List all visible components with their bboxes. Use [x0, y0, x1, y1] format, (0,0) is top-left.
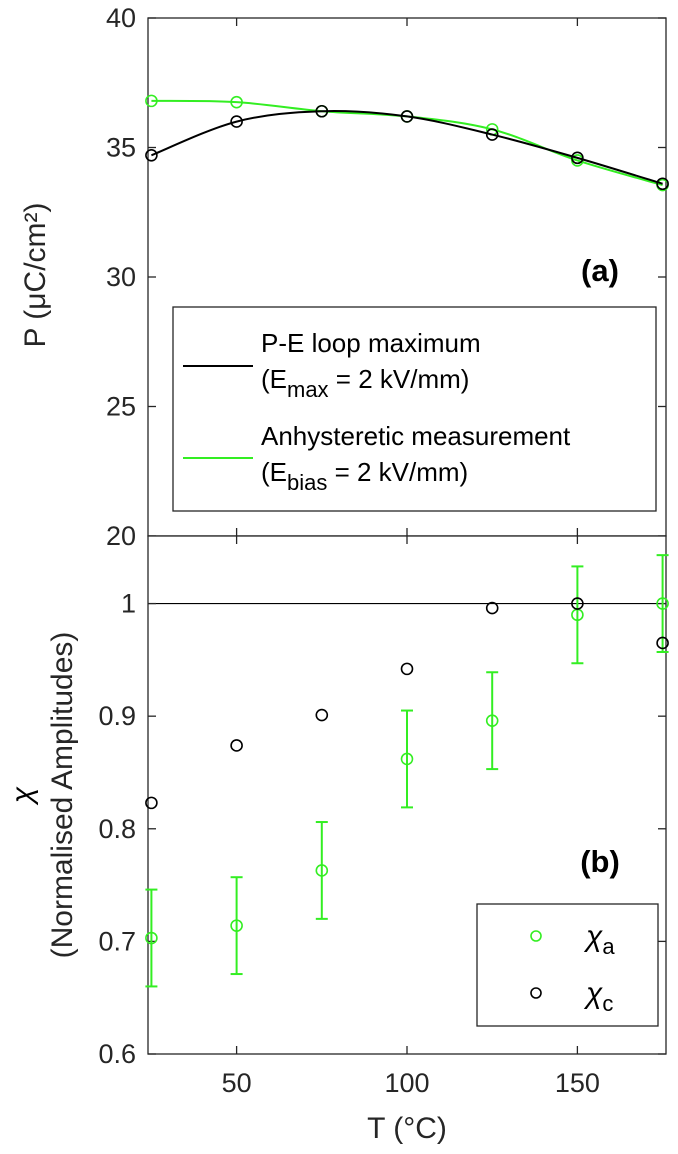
legend-label-anhysteretic-condition: (Ebias = 2 kV/mm)	[261, 457, 468, 495]
panel-b-ytick-label: 0.6	[98, 1039, 136, 1069]
panel-a-label: (a)	[581, 253, 619, 288]
panel-a-series-line-0	[151, 110, 663, 185]
x-tick-label: 150	[555, 1068, 600, 1098]
panel-a-ytick-label: 25	[106, 392, 136, 422]
legend-marker-chi-c	[530, 987, 542, 999]
panel-a-series	[145, 94, 669, 192]
panel-b-data-point-1	[485, 601, 499, 615]
panel-b-y-axis-symbol: χ	[6, 786, 39, 806]
panel-b-data-point-1	[145, 796, 158, 810]
panel-b-data-point-0	[230, 919, 243, 932]
panel-a-plot: 20 25 30 35 40 (a) P (μC/cm²) P-E loop maxim…	[19, 3, 669, 551]
panel-b-data-point-1	[400, 662, 414, 676]
panel-a-data-point	[230, 115, 243, 128]
x-axis-label: T (°C)	[367, 1112, 447, 1145]
panel-b-data-point-1	[656, 636, 669, 650]
panel-a-legend: P-E loop maximum (Emax = 2 kV/mm) Anhyst…	[172, 306, 657, 512]
panel-a-data-point	[656, 177, 669, 191]
legend-label-chi-a: χa	[583, 920, 615, 959]
panel-b-legend: χa χc	[476, 903, 659, 1027]
panel-b-data-point-0	[400, 752, 414, 766]
panel-a-data-point	[485, 128, 499, 141]
panel-b-data-point-0	[145, 931, 158, 945]
legend-label-pe-loop: P-E loop maximum	[261, 328, 481, 358]
panel-a-ytick-label: 35	[106, 133, 136, 163]
panel-b-data-point-1	[571, 597, 584, 610]
x-tick-label: 100	[384, 1068, 429, 1098]
legend-marker-chi-a	[530, 930, 542, 942]
panel-a-data-point	[400, 110, 414, 123]
panel-a-ytick-label: 40	[106, 3, 136, 33]
panel-b-data-point-1	[315, 708, 329, 722]
panel-a-data-point	[230, 95, 243, 109]
panel-a-ytick-label: 30	[106, 262, 136, 292]
panel-b-label: (b)	[580, 844, 620, 879]
panel-b-ytick-label: 0.7	[98, 926, 136, 956]
panel-b-ytick-label: 0.9	[98, 701, 136, 731]
panel-a-data-point	[315, 104, 329, 118]
legend-label-pe-loop-condition: (Emax = 2 kV/mm)	[261, 364, 469, 402]
panel-a-data-point	[571, 151, 584, 165]
panel-b-legend-box	[476, 903, 659, 1027]
panel-a-data-point	[145, 148, 158, 162]
panel-a-legend-box	[172, 306, 657, 512]
panel-b-ytick-label: 1	[121, 589, 136, 619]
panel-a-data-point	[145, 94, 158, 108]
panel-b-data-point-1	[230, 739, 243, 752]
panel-b-ytick-label: 0.8	[98, 814, 136, 844]
panel-b-series	[145, 554, 669, 988]
legend-label-anhysteretic: Anhysteretic measurement	[261, 421, 571, 451]
panel-a-y-axis-label: P (μC/cm²)	[19, 202, 52, 347]
panel-a-ytick-label: 20	[106, 521, 136, 551]
panel-a-ticks: 20 25 30 35 40	[106, 3, 666, 551]
panel-b-data-point-0	[315, 864, 329, 877]
panel-b-data-point-0	[485, 714, 499, 727]
legend-label-chi-c: χc	[583, 977, 613, 1016]
panel-b-y-axis-label: (Normalised Amplitudes)	[46, 632, 79, 959]
panel-b-data-point-0	[656, 597, 669, 610]
x-tick-label: 50	[222, 1068, 252, 1098]
